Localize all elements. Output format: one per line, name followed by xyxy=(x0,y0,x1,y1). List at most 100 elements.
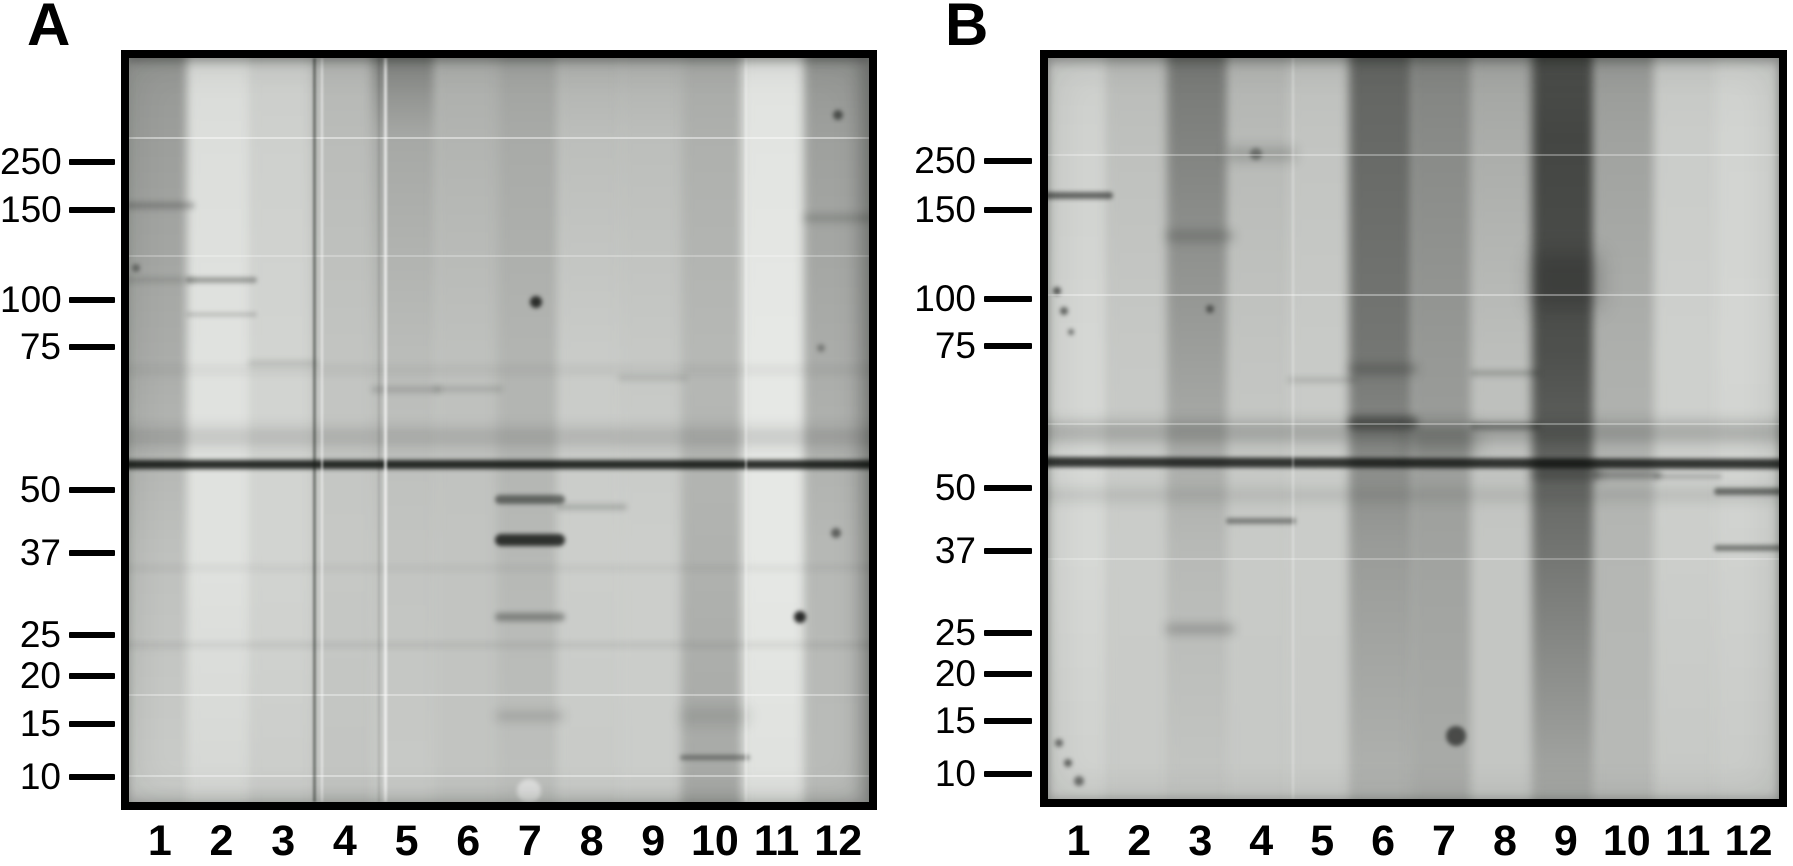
gel-band-all-lanes xyxy=(129,460,869,470)
lane-number-12: 12 xyxy=(1724,817,1773,865)
mw-marker-tick xyxy=(69,207,115,214)
mw-marker-label: 250 xyxy=(914,140,976,182)
mw-marker-label: 150 xyxy=(914,188,976,230)
gel-speckle xyxy=(530,296,542,309)
mw-marker-37: 37 xyxy=(905,531,1034,571)
mw-marker-15: 15 xyxy=(0,704,115,744)
gel-blot-image-a xyxy=(121,50,877,810)
gel-band-lane-7 xyxy=(494,534,566,547)
gel-lane-3 xyxy=(1166,58,1235,799)
mw-marker-label: 37 xyxy=(934,530,976,572)
gel-light-spot xyxy=(516,778,541,802)
gel-band-lane-9 xyxy=(617,374,689,381)
mw-marker-37: 37 xyxy=(0,533,115,573)
lane-number-1: 1 xyxy=(1066,817,1091,865)
mw-marker-15: 15 xyxy=(905,701,1034,741)
mw-marker-tick xyxy=(984,771,1032,778)
gel-surface-b xyxy=(1048,58,1779,799)
gel-speckle xyxy=(1073,776,1084,787)
gel-speckle xyxy=(1060,307,1069,316)
gel-band-all-lanes xyxy=(129,428,869,447)
mw-marker-label: 15 xyxy=(19,703,61,745)
lane-number-2: 2 xyxy=(209,817,234,865)
lane-number-10: 10 xyxy=(690,817,739,865)
lane-number-1: 1 xyxy=(147,817,172,865)
mw-marker-label: 25 xyxy=(934,611,976,653)
gel-band-lane-8 xyxy=(556,504,627,511)
lane-number-2: 2 xyxy=(1127,817,1152,865)
gel-blot-image-b xyxy=(1040,50,1787,807)
lane-number-6: 6 xyxy=(1371,817,1396,865)
lane-number-4: 4 xyxy=(332,817,357,865)
mw-marker-100: 100 xyxy=(905,279,1034,319)
gel-speckle xyxy=(1064,759,1073,768)
mw-marker-label: 20 xyxy=(934,652,976,694)
gel-band-lane-2 xyxy=(186,312,257,318)
gel-speckle xyxy=(830,527,841,538)
mw-marker-tick xyxy=(69,721,115,728)
gel-band-all-lanes xyxy=(129,366,869,375)
gel-speckle xyxy=(1068,329,1075,336)
mw-marker-label: 250 xyxy=(0,140,62,182)
gel-lane-3 xyxy=(249,58,318,802)
gel-lane-9 xyxy=(1532,58,1600,799)
gel-band-lane-10 xyxy=(1591,471,1662,480)
gel-surface-a xyxy=(129,58,869,802)
mw-marker-150: 150 xyxy=(905,188,1034,230)
gel-lane-4 xyxy=(310,58,379,802)
lane-number-4: 4 xyxy=(1249,817,1274,865)
gel-band-lane-3 xyxy=(247,360,319,367)
gel-band-lane-9 xyxy=(1530,464,1601,481)
mw-marker-label: 15 xyxy=(934,700,976,742)
gel-lane-7 xyxy=(1410,58,1478,799)
mw-marker-label: 10 xyxy=(934,753,976,795)
gel-speckle xyxy=(832,110,843,121)
mw-marker-250: 250 xyxy=(0,140,115,182)
lane-number-7: 7 xyxy=(517,817,542,865)
scan-line xyxy=(1048,423,1779,426)
lane-number-row-b: 1 2 3 4 5 6 7 8 9 10 11 12 xyxy=(1048,818,1779,864)
lane-number-9: 9 xyxy=(1553,817,1578,865)
lane-number-3: 3 xyxy=(271,817,296,865)
mw-marker-75: 75 xyxy=(905,325,1034,366)
mw-marker-tick xyxy=(984,485,1032,492)
gel-band-all-lanes xyxy=(1048,489,1779,502)
gel-speckle xyxy=(794,611,807,624)
mw-marker-label: 150 xyxy=(0,189,62,231)
gel-speckle xyxy=(1052,287,1061,296)
gel-lane-5 xyxy=(1288,58,1356,799)
gel-band-lane-2 xyxy=(186,276,257,283)
gel-band-lane-6 xyxy=(432,386,504,393)
gel-lane-12 xyxy=(804,58,869,802)
gel-lane-10 xyxy=(680,58,749,802)
lane-number-5: 5 xyxy=(1310,817,1335,865)
gel-band-lane-6 xyxy=(1348,364,1418,375)
mw-marker-150: 150 xyxy=(0,190,115,230)
mw-marker-tick xyxy=(984,548,1032,555)
slot-line-light xyxy=(321,58,324,802)
gel-band-lane-7 xyxy=(1409,428,1479,459)
gel-lane-2 xyxy=(1105,58,1174,799)
scan-line xyxy=(129,255,869,258)
gel-band-lane-4 xyxy=(1226,147,1297,162)
gel-band-lane-12 xyxy=(1713,487,1779,495)
lane-number-8: 8 xyxy=(579,817,604,865)
lane-number-11: 11 xyxy=(1664,817,1711,865)
gel-speckle xyxy=(816,344,825,353)
gel-lane-10 xyxy=(1592,58,1661,799)
gel-speckle xyxy=(1054,739,1063,748)
gel-band-lane-12 xyxy=(802,213,869,222)
gel-band-lane-12 xyxy=(1713,544,1779,551)
gel-lane-1 xyxy=(129,58,194,802)
mw-marker-label: 50 xyxy=(934,467,976,509)
mw-marker-label: 100 xyxy=(0,279,62,321)
scan-line xyxy=(129,136,869,139)
mw-marker-100: 100 xyxy=(0,280,115,320)
scan-line xyxy=(129,775,869,778)
mw-marker-10: 10 xyxy=(0,757,115,797)
lane-number-10: 10 xyxy=(1602,817,1651,865)
mw-marker-label: 37 xyxy=(19,532,61,574)
panel-b-label: B xyxy=(945,0,989,58)
